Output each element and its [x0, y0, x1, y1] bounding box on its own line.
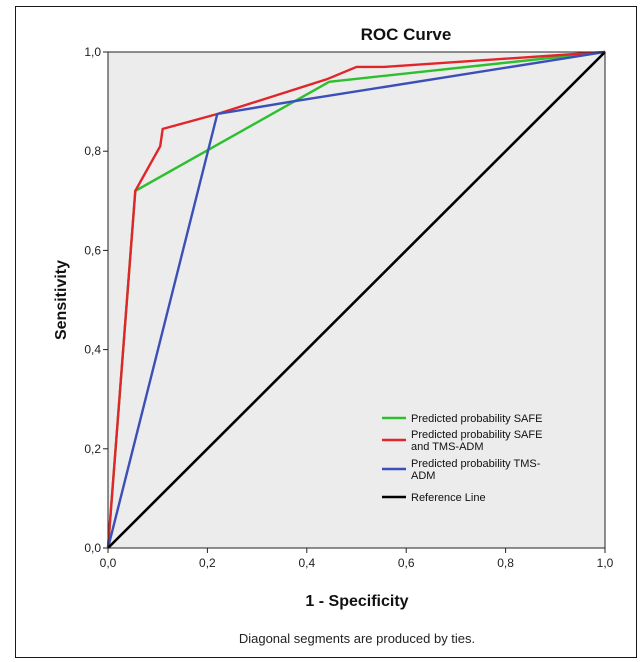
legend-label-1: Predicted probability SAFE: [411, 413, 542, 425]
chart-title: ROC Curve: [361, 25, 452, 44]
y-tick-label: 0,0: [84, 541, 101, 555]
series-line-3: [106, 50, 606, 549]
axis-ticks: 0,0 0,2 0,4 0,6 0,8 1,0 0,0 0,2 0,4 0,6 0,8 1,0: [84, 45, 613, 570]
y-tick-label: 1,0: [84, 45, 101, 59]
x-tick-label: 0,2: [199, 556, 216, 570]
legend-label-3: Predicted probability TMS-ADM: [411, 458, 541, 482]
x-tick-label: 0,8: [497, 556, 514, 570]
series-line-4: [107, 51, 606, 549]
x-tick-label: 0,6: [398, 556, 415, 570]
legend: Predicted probability SAFE Predicted prob…: [382, 413, 542, 504]
y-tick-label: 0,6: [84, 243, 101, 257]
footnote: Diagonal segments are produced by ties.: [239, 631, 475, 646]
x-tick-label: 0,0: [100, 556, 117, 570]
y-tick-label: 0,4: [84, 343, 101, 357]
y-tick-label: 0,8: [84, 144, 101, 158]
x-axis-title: 1 - Specificity: [305, 593, 408, 610]
x-tick-label: 0,4: [298, 556, 315, 570]
series-lines: [106, 50, 606, 549]
x-tick-label: 1,0: [597, 556, 614, 570]
legend-label-4: Reference Line: [411, 492, 486, 504]
plot-border: [107, 51, 606, 549]
legend-label-2: Predicted probability SAFE and TMS-ADM: [411, 429, 542, 453]
y-axis-title: Sensitivity: [53, 260, 70, 340]
y-tick-label: 0,2: [84, 442, 101, 456]
